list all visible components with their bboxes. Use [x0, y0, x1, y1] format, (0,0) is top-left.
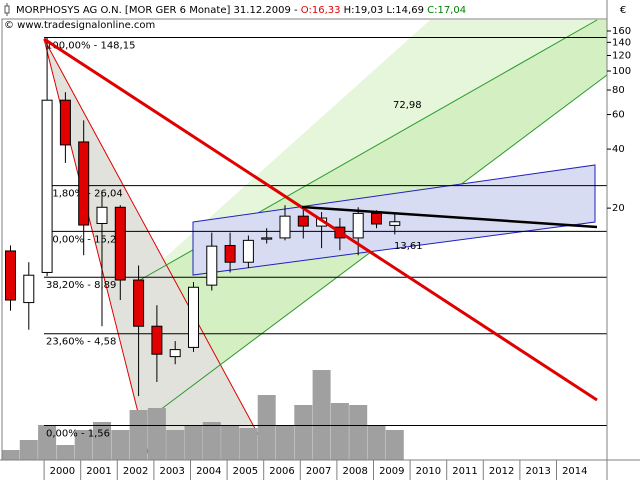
x-tick-label: 2010: [416, 466, 441, 477]
volume-bar: [312, 370, 331, 460]
fib-label: 38,20% - 8,89: [46, 280, 116, 291]
candle-body: [370, 212, 382, 225]
header-bar: [0, 0, 640, 19]
x-tick-label: 2012: [489, 466, 514, 477]
y-tick-label: 160: [612, 26, 631, 37]
y-tick-label: 60: [612, 110, 625, 121]
volume-bar: [294, 405, 313, 460]
candle-body: [279, 215, 291, 239]
fan-line: [43, 38, 273, 461]
fib-label: 23,60% - 4,58: [46, 337, 116, 348]
y-tick-label: 20: [612, 203, 625, 214]
trendline: [301, 205, 598, 229]
candle-body: [23, 274, 35, 304]
candle-body: [59, 99, 71, 146]
title: MORPHOSYS AG O.N. [MOR GER 6 Monate] 31.…: [16, 5, 301, 16]
volume-bar: [349, 405, 368, 460]
x-tick-label: 2003: [159, 466, 184, 477]
y-tick-label: 100: [612, 66, 631, 77]
candle-body: [169, 349, 181, 358]
candle-body: [297, 215, 309, 227]
volume-bar: [330, 403, 349, 460]
volume-layer: [1, 370, 404, 460]
x-tick-label: 2011: [452, 466, 477, 477]
x-tick-label: 2005: [233, 466, 258, 477]
volume-bar: [1, 450, 20, 460]
candle-body: [151, 325, 163, 355]
annotation: 13,61: [394, 241, 423, 252]
volume-bar: [239, 428, 258, 460]
y-tick-label: 140: [612, 37, 631, 48]
candle-body: [187, 286, 199, 348]
candle-body: [242, 239, 254, 263]
volume-bar: [74, 430, 93, 460]
x-tick-label: 2006: [269, 466, 294, 477]
x-tick-label: 2014: [562, 466, 587, 477]
volume-bar: [202, 422, 221, 460]
volume-bar: [56, 445, 75, 460]
candle-body: [224, 244, 236, 263]
volume-bar: [257, 395, 276, 460]
candle-body: [96, 206, 108, 224]
volume-bar: [38, 425, 57, 460]
candle-body: [4, 250, 16, 301]
open-label: O:16,33: [301, 5, 341, 16]
candle-body: [261, 237, 273, 240]
candle-body: [78, 141, 90, 226]
y-tick-label: 120: [612, 50, 631, 61]
high-low-label: H:19,03 L:14,69: [340, 5, 427, 16]
volume-bar: [129, 410, 148, 460]
trendline: [43, 37, 598, 402]
fib-label: 0,00% - 1,56: [46, 428, 110, 439]
candle-body: [114, 206, 126, 281]
candle-body: [206, 245, 218, 286]
candle-body: [133, 279, 145, 327]
fib-label: 100,00% - 148,15: [46, 41, 135, 52]
trendlines: [43, 37, 598, 402]
y-tick-label: 80: [612, 85, 625, 96]
candle-body: [352, 212, 364, 239]
x-tick-label: 2008: [342, 466, 367, 477]
regression-channel: [192, 164, 596, 276]
x-tick-label: 2004: [196, 466, 221, 477]
candle-body: [389, 221, 401, 226]
volume-bar: [166, 430, 185, 460]
fib-label: 50,00% - 15,22: [46, 234, 123, 245]
currency: €: [620, 5, 626, 16]
source: © www.tradesignalonline.com: [4, 20, 155, 31]
x-tick-label: 2013: [525, 466, 550, 477]
volume-bar: [184, 425, 203, 460]
candle-body: [41, 99, 53, 273]
x-tick-label: 2001: [86, 466, 111, 477]
volume-bar: [19, 440, 38, 460]
x-tick-label: 2007: [306, 466, 331, 477]
volume-bar: [367, 425, 386, 460]
volume-bar: [111, 430, 130, 460]
x-tick-label: 2009: [379, 466, 404, 477]
y-tick-label: 40: [612, 144, 625, 155]
volume-bar: [221, 425, 240, 460]
annotation: 72,98: [393, 100, 422, 111]
x-tick-label: 2000: [50, 466, 75, 477]
header: MORPHOSYS AG O.N. [MOR GER 6 Monate] 31.…: [16, 5, 466, 16]
volume-bar: [92, 422, 111, 460]
header-icon: [4, 3, 10, 16]
x-tick-label: 2002: [123, 466, 148, 477]
volume-bar: [385, 430, 404, 460]
close-label: C:17,04: [427, 5, 466, 16]
volume-bar: [147, 408, 166, 460]
volume-bar: [275, 425, 294, 460]
